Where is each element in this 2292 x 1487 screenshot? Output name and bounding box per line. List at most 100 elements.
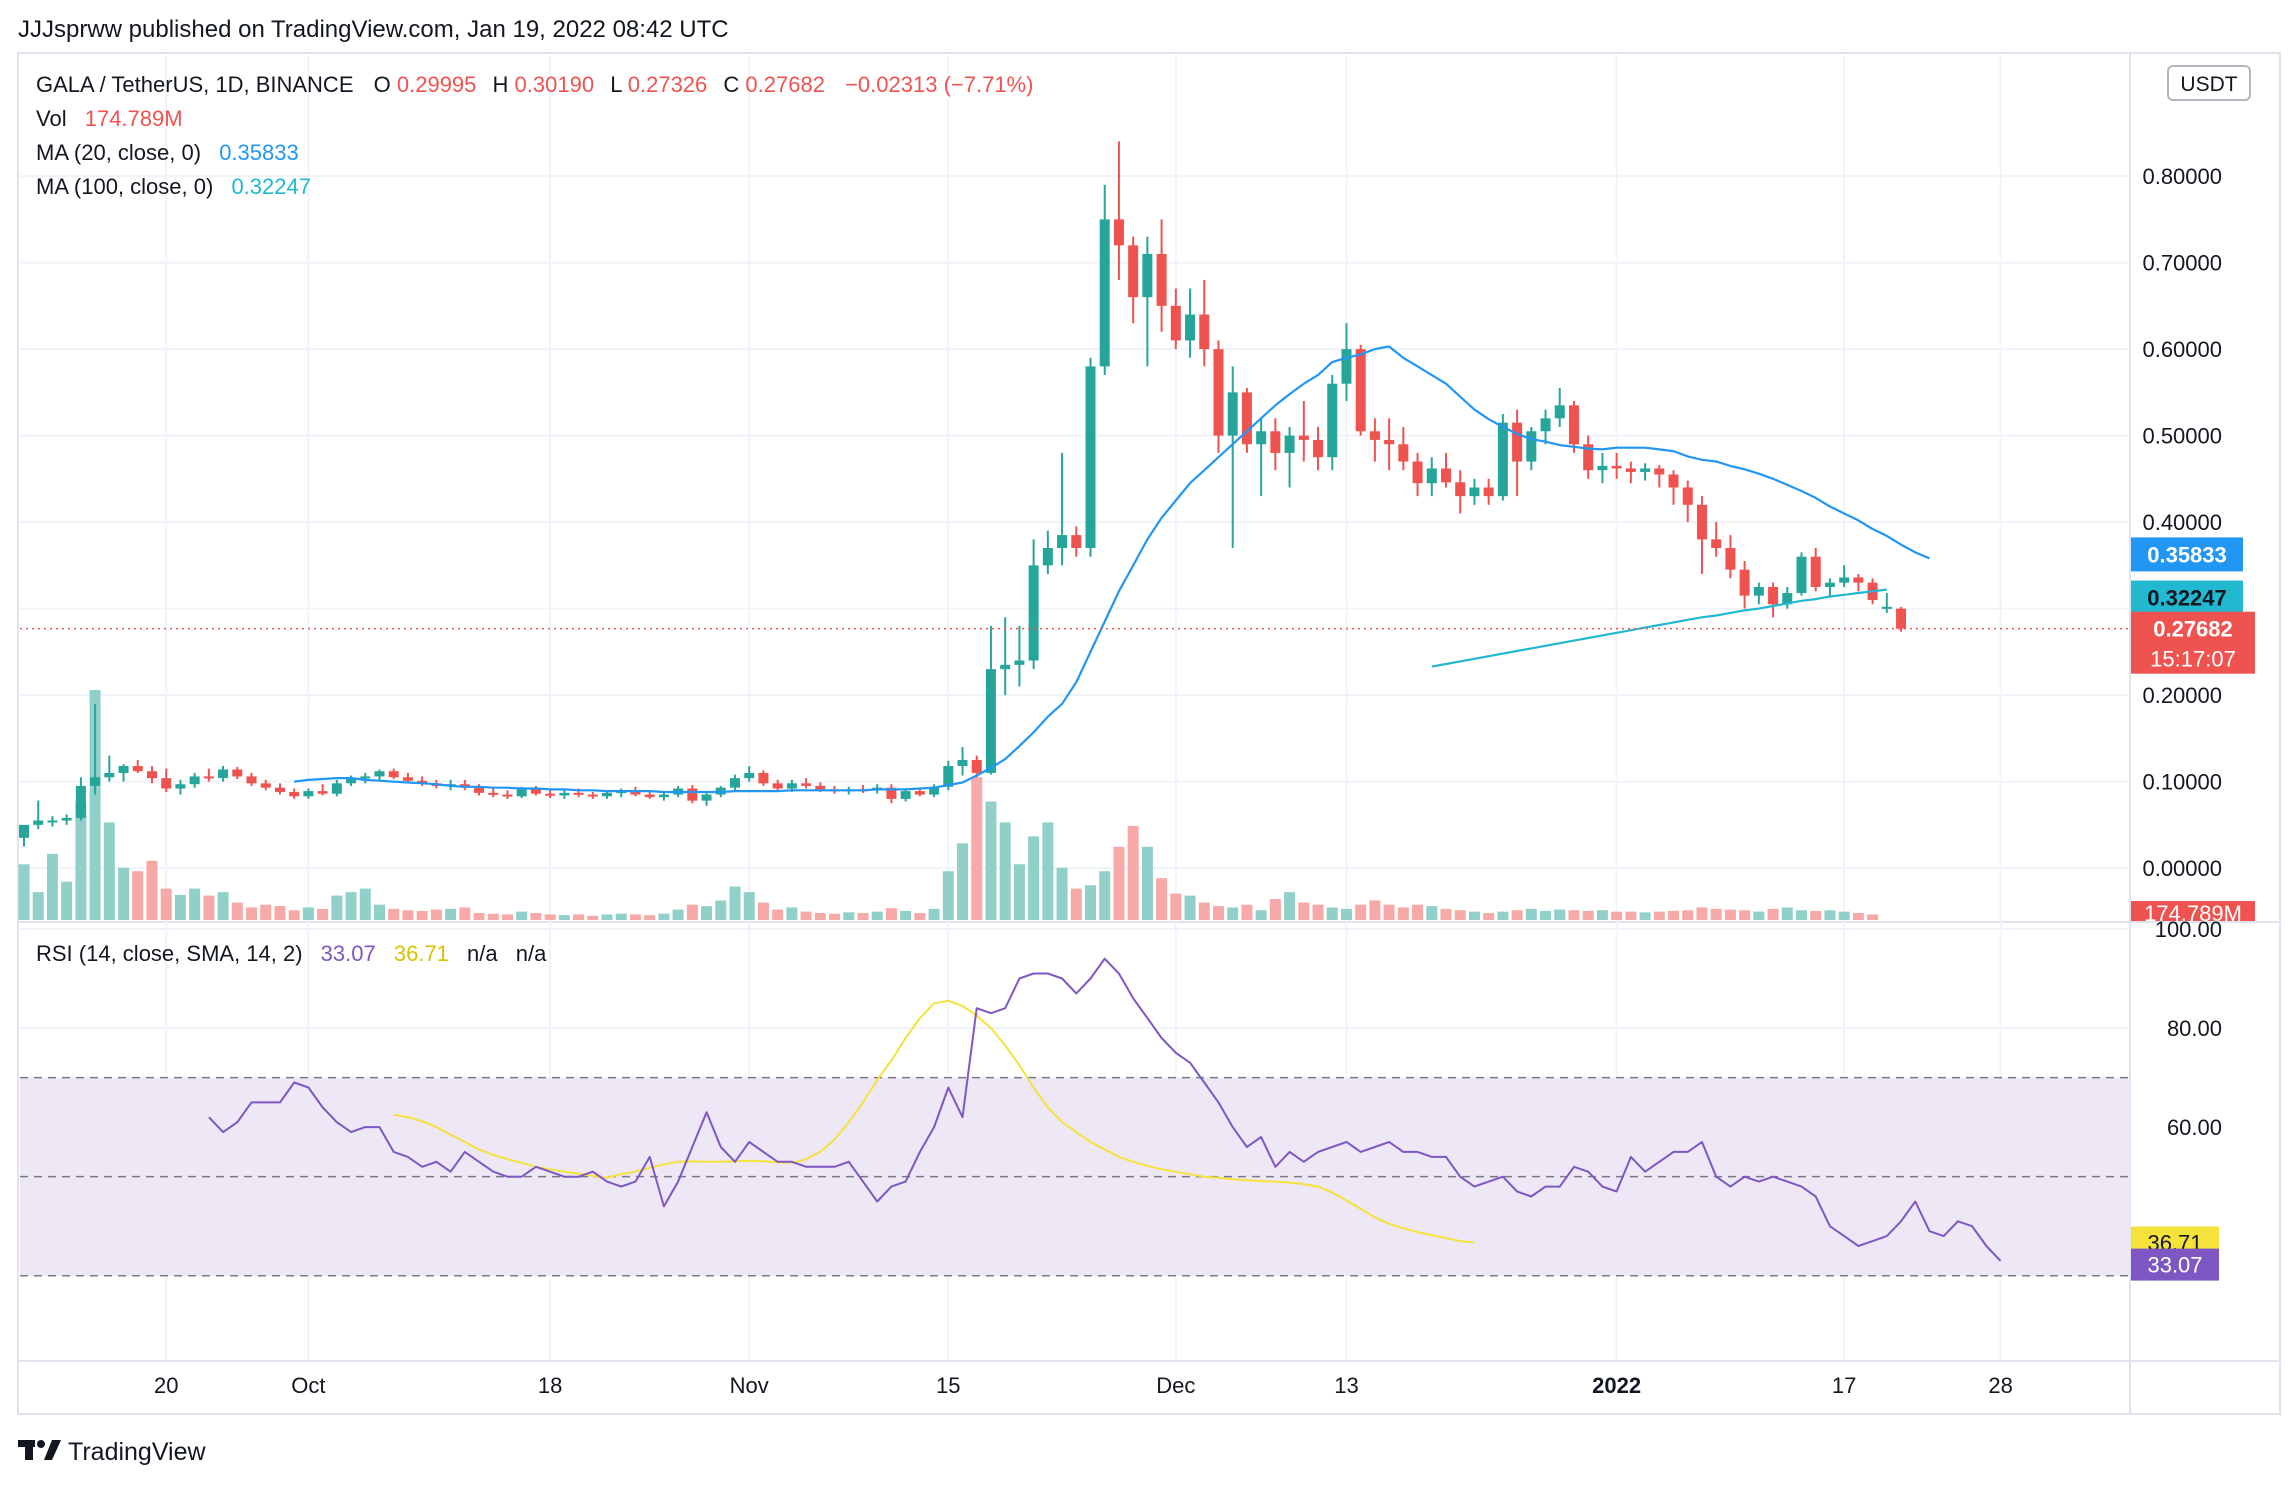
- candle-body: [701, 794, 712, 801]
- candle-body: [1725, 548, 1736, 570]
- volume-bar: [942, 871, 954, 920]
- time-tick-label: Oct: [291, 1373, 325, 1398]
- price-tick-label: 0.50000: [2142, 424, 2222, 449]
- volume-bar: [416, 910, 428, 920]
- candle-body: [1327, 383, 1338, 458]
- candle-body: [189, 776, 200, 785]
- candle-body: [417, 780, 428, 784]
- candle-body: [317, 791, 328, 794]
- candle-body: [1568, 405, 1579, 445]
- volume-bar: [217, 892, 229, 920]
- volume-bar: [1227, 907, 1239, 920]
- legend-rsi-label[interactable]: RSI (14, close, SMA, 14, 2): [36, 941, 303, 966]
- rsi-band: [20, 1076, 2130, 1277]
- candle-body: [587, 794, 598, 797]
- candle-body: [1241, 392, 1252, 445]
- candle-body: [1554, 405, 1565, 419]
- ma100-line: [1431, 588, 1887, 668]
- legend: GALA / TetherUS, 1D, BINANCE O 0.29995 H…: [36, 72, 1033, 966]
- time-tick-label: 2022: [1592, 1373, 1641, 1398]
- candle-body: [104, 772, 115, 778]
- candle-body: [1682, 487, 1693, 505]
- legend-volume-label[interactable]: Vol: [36, 106, 67, 131]
- volume-bar: [189, 888, 201, 920]
- legend-open-label: O: [374, 72, 391, 97]
- candle-body: [33, 820, 44, 825]
- volume-bar: [772, 909, 784, 920]
- candle-body: [1597, 465, 1608, 471]
- volume-bar: [1070, 888, 1082, 920]
- candle-body: [1426, 468, 1437, 484]
- volume-bar: [1312, 904, 1324, 920]
- candle-body: [488, 792, 499, 795]
- volume-bar: [103, 822, 115, 920]
- volume-bar: [701, 906, 713, 920]
- candle-body: [1640, 468, 1651, 472]
- candle-body: [1284, 435, 1295, 453]
- volume-bar: [331, 895, 343, 920]
- volume-bar: [46, 853, 58, 920]
- volume-bar: [61, 881, 73, 920]
- candle-body: [929, 786, 940, 795]
- candle-body: [1810, 556, 1821, 587]
- legend-close-label: C: [723, 72, 739, 97]
- volume-bar: [1781, 907, 1793, 920]
- candle-body: [602, 792, 613, 797]
- candle-body: [957, 759, 968, 767]
- candle-body: [1824, 582, 1835, 587]
- price-tick-label: 0.00000: [2142, 856, 2222, 881]
- candle-body: [61, 817, 72, 821]
- volume-bar: [388, 908, 400, 920]
- volume-bar: [231, 902, 243, 920]
- tradingview-logo-icon: [18, 1440, 61, 1460]
- volume-bar: [203, 895, 215, 920]
- rsi-ma-line: [393, 999, 1475, 1244]
- volume-bar: [1412, 904, 1424, 920]
- volume-bar: [317, 908, 329, 920]
- volume-bar: [1611, 911, 1623, 920]
- legend-ma100-row: MA (100, close, 0) 0.32247: [36, 174, 311, 199]
- volume-bar: [1340, 908, 1352, 920]
- volume-bar: [1867, 914, 1879, 920]
- tradingview-logo[interactable]: TradingView: [18, 1438, 207, 1466]
- candle-body: [1853, 577, 1864, 583]
- legend-ma100-label[interactable]: MA (100, close, 0): [36, 174, 213, 199]
- volume-bar: [487, 913, 499, 920]
- candle-body: [246, 776, 257, 784]
- currency-badge[interactable]: USDT: [2167, 65, 2251, 101]
- price-tick-label: 0.70000: [2142, 251, 2222, 276]
- legend-ma20-label[interactable]: MA (20, close, 0): [36, 140, 201, 165]
- volume-bar: [160, 888, 172, 920]
- volume-bar: [302, 907, 314, 920]
- candle-body: [886, 787, 897, 799]
- legend-low-value: 0.27326: [628, 72, 708, 97]
- volume-bar: [957, 843, 969, 920]
- candle-body: [274, 787, 285, 792]
- volume-bar: [260, 904, 272, 920]
- rsi-tick-label: 100.00: [2155, 917, 2222, 942]
- volume-bar: [1710, 908, 1722, 920]
- volume-bar: [800, 911, 812, 920]
- volume-bar: [1653, 911, 1665, 920]
- volume-bar: [1596, 910, 1608, 920]
- volume-bar: [672, 909, 684, 920]
- volume-bar: [1212, 906, 1224, 920]
- legend-symbol[interactable]: GALA / TetherUS, 1D, BINANCE: [36, 72, 354, 97]
- price-tick-label: 0.60000: [2142, 337, 2222, 362]
- volume-bar: [1582, 910, 1594, 920]
- candle-body: [914, 791, 925, 795]
- volume-bar: [686, 904, 698, 920]
- volume-bar: [1255, 910, 1267, 920]
- volume-bar: [174, 894, 186, 920]
- candle-body: [786, 783, 797, 789]
- grid-lines: [20, 55, 2130, 1360]
- candle-body: [1099, 219, 1110, 367]
- volume-bar: [146, 860, 158, 920]
- volume-bar: [658, 913, 670, 920]
- volume-bar: [999, 822, 1011, 920]
- volume-bar: [18, 864, 30, 920]
- candle-body: [1753, 586, 1764, 596]
- candle-body: [1782, 593, 1793, 605]
- time-tick-label: 28: [1988, 1373, 2012, 1398]
- candle-body: [346, 778, 357, 784]
